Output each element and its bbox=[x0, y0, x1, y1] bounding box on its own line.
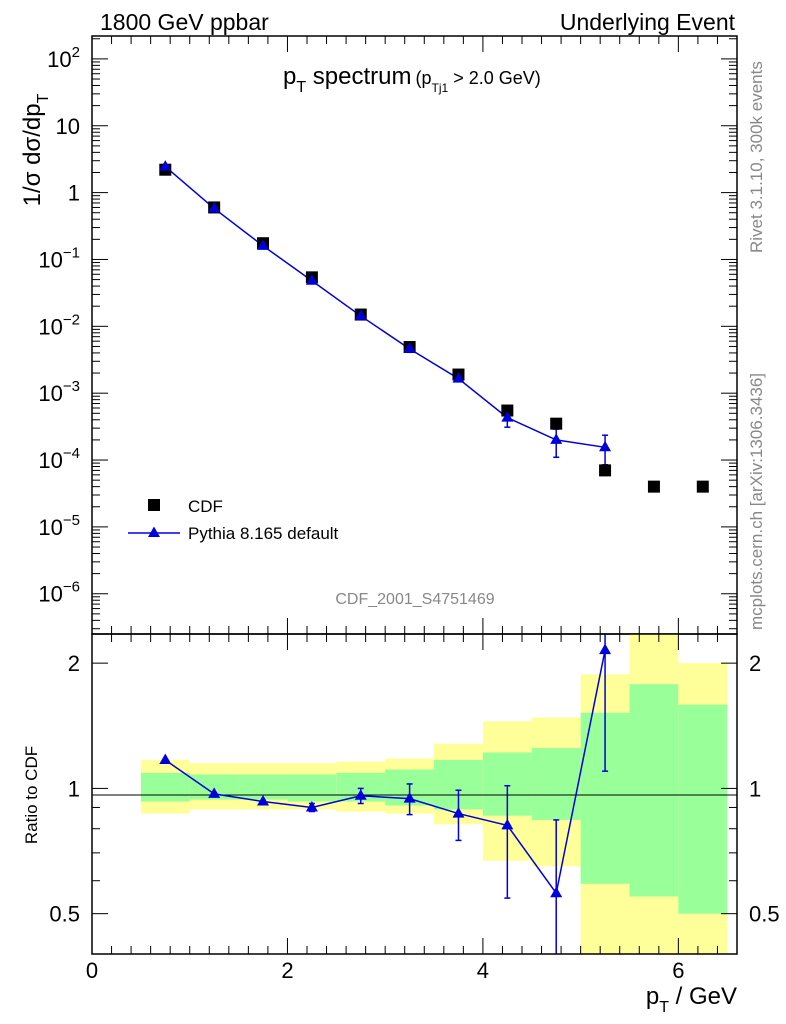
mcplots-label: mcplots.cern.ch [arXiv:1306.3436] bbox=[747, 373, 766, 630]
main-plot-title: pT spectrum (pTj1 > 2.0 GeV) bbox=[283, 63, 541, 96]
ratio-y-tick-label-right: 2 bbox=[749, 651, 761, 676]
main-y-tick-label: 1 bbox=[68, 181, 80, 206]
pythia-point bbox=[403, 342, 416, 353]
ratio-plot-frame bbox=[91, 633, 738, 955]
header-left-label: 1800 GeV ppbar bbox=[100, 9, 269, 35]
pythia-point bbox=[159, 160, 172, 171]
ratio-point bbox=[354, 789, 367, 800]
ratio-point bbox=[159, 753, 172, 765]
legend-marker-cdf bbox=[148, 499, 160, 511]
pythia-line bbox=[164, 166, 606, 449]
ratio-green-band bbox=[531, 748, 581, 820]
header-right-label: Underlying Event bbox=[560, 9, 736, 35]
main-plot-panel: 102 10 1 10−1 10−2 10−3 10−4 10−5 10−6 pT spectr… bbox=[19, 35, 738, 635]
legend-marker-pythia bbox=[148, 526, 160, 537]
analysis-label: CDF_2001_S4751469 bbox=[335, 591, 494, 608]
ratio-y-tick-label: 0.5 bbox=[49, 902, 80, 927]
main-y-axis-label: 1/σ dσ/dpT bbox=[19, 93, 52, 206]
ratio-green-band bbox=[629, 684, 679, 897]
pythia-point bbox=[305, 274, 318, 285]
ratio-green-band bbox=[678, 704, 728, 914]
x-tick-label: 2 bbox=[281, 958, 293, 983]
x-tick-label: 4 bbox=[477, 958, 489, 983]
main-y-tick-label: 10−5 bbox=[38, 512, 80, 540]
cdf-point bbox=[550, 417, 563, 430]
rivet-info-label: Rivet 3.1.10, 300k events bbox=[747, 61, 766, 253]
cdf-point bbox=[599, 464, 612, 477]
pythia-point bbox=[257, 239, 270, 250]
pythia-point bbox=[452, 372, 465, 383]
main-y-tick-label: 10−6 bbox=[38, 579, 80, 607]
ratio-point bbox=[257, 795, 270, 806]
main-y-tick-label: 10−3 bbox=[38, 378, 80, 406]
pythia-point bbox=[501, 411, 514, 422]
pythia-point bbox=[550, 433, 563, 444]
x-tick-label: 0 bbox=[86, 958, 98, 983]
pythia-point bbox=[354, 309, 367, 320]
legend-label-cdf: CDF bbox=[188, 497, 223, 516]
ratio-y-axis-label: Ratio to CDF bbox=[22, 746, 41, 844]
main-y-tick-label: 102 bbox=[47, 44, 80, 72]
cdf-point bbox=[696, 480, 709, 493]
ratio-green-band bbox=[140, 772, 190, 802]
main-y-tick-label: 10−2 bbox=[38, 311, 80, 339]
ratio-point bbox=[501, 818, 514, 830]
main-plot-frame bbox=[91, 35, 738, 635]
pythia-point bbox=[599, 440, 612, 452]
legend: CDF Pythia 8.165 default bbox=[128, 497, 339, 543]
x-tick-label: 6 bbox=[672, 958, 684, 983]
x-axis-label: pT / GeV bbox=[646, 983, 737, 1016]
cdf-point bbox=[647, 480, 660, 493]
ratio-point bbox=[208, 787, 221, 798]
pythia-point bbox=[208, 201, 221, 213]
ratio-point bbox=[599, 643, 612, 655]
ratio-y-tick-label-right: 1 bbox=[749, 776, 761, 801]
cdf-point bbox=[501, 404, 514, 417]
ratio-line bbox=[164, 649, 606, 896]
ratio-y-tick-label: 1 bbox=[68, 776, 80, 801]
ratio-green-band bbox=[287, 774, 337, 802]
main-y-tick-label: 10 bbox=[56, 114, 80, 139]
legend-label-pythia: Pythia 8.165 default bbox=[188, 524, 339, 543]
ratio-point bbox=[452, 807, 465, 818]
ratio-plot-panel: 0.5 0.5 1 1 2 2 0 2 4 6 Ratio to CDF pT / GeV bbox=[22, 633, 780, 1016]
ratio-y-tick-label-right: 0.5 bbox=[749, 902, 780, 927]
ratio-y-tick-label: 2 bbox=[68, 651, 80, 676]
ratio-point bbox=[403, 792, 416, 803]
ratio-point bbox=[550, 886, 563, 898]
ratio-point bbox=[305, 800, 318, 812]
main-y-tick-label: 10−1 bbox=[38, 244, 80, 272]
main-y-tick-label: 10−4 bbox=[38, 445, 80, 473]
